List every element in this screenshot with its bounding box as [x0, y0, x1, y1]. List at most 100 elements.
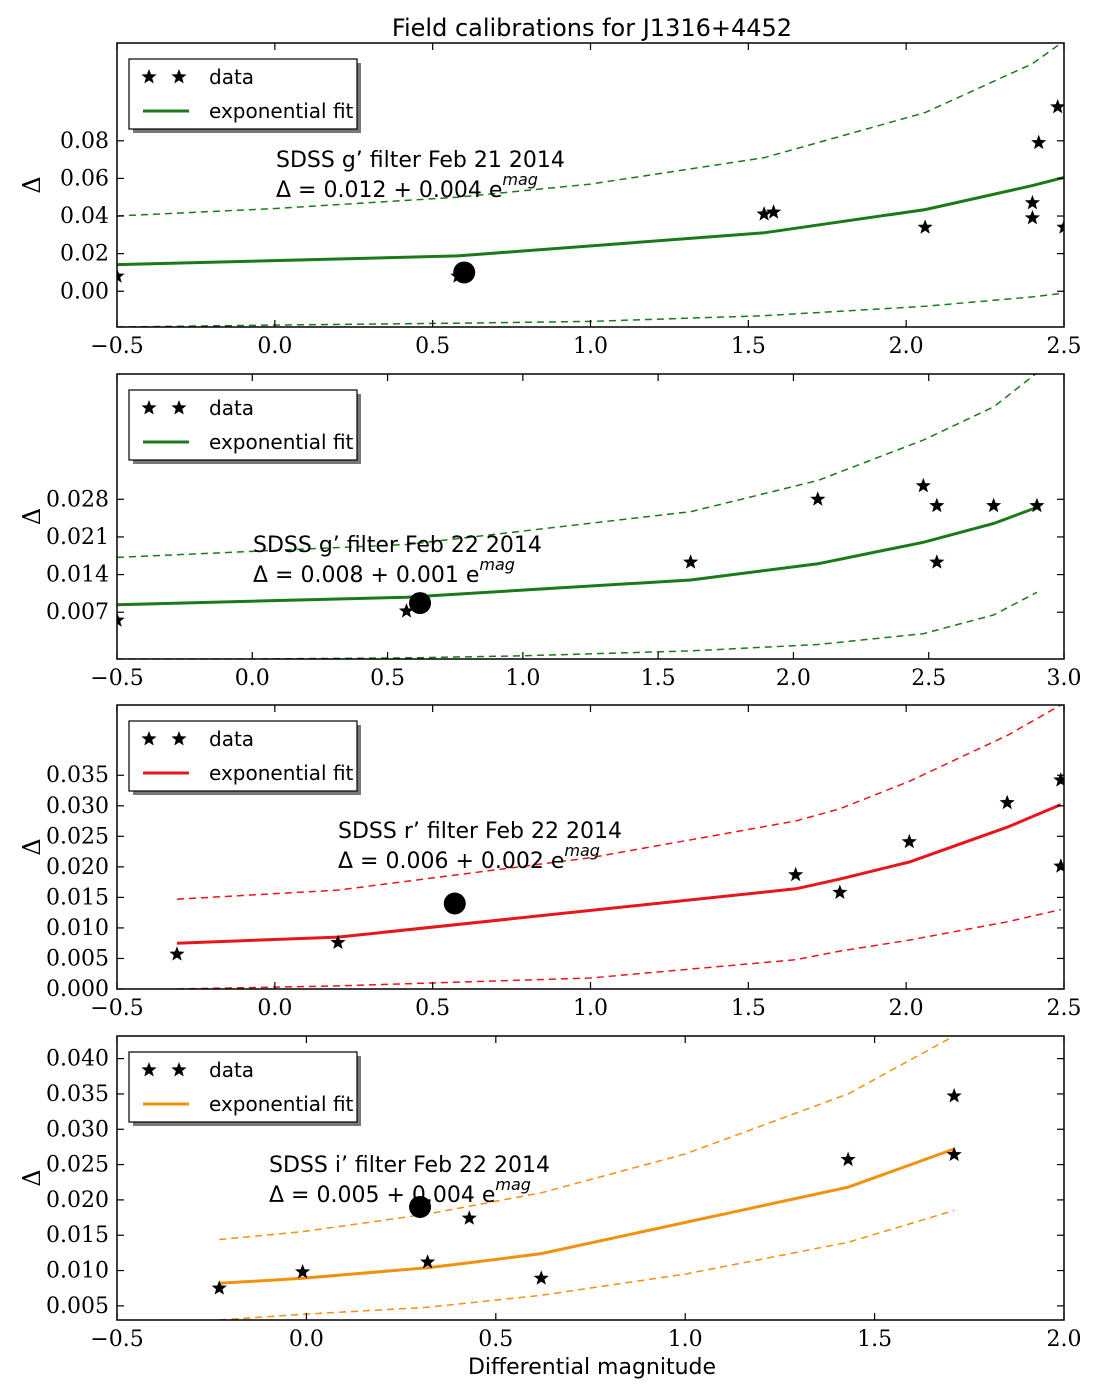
exponential-fit-line: [219, 1147, 955, 1285]
x-tick-label: 2.0: [889, 996, 924, 1021]
legend-box: [128, 389, 358, 461]
y-tick-label: 0.06: [60, 166, 109, 191]
data-point-star: [765, 204, 782, 219]
x-tick-label: 0.5: [415, 334, 450, 359]
legend-label-data: data: [209, 1058, 254, 1082]
data-point-star: [929, 554, 945, 569]
data-point-star: [330, 934, 346, 950]
x-tick-label: 0.0: [257, 334, 292, 359]
data-point-star: [169, 946, 185, 961]
fit-lower-bound-line: [219, 1209, 955, 1320]
x-tick-label: 1.0: [573, 996, 608, 1021]
legend-star-icon: [141, 1062, 157, 1077]
legend: data exponential fit: [128, 389, 361, 464]
legend-label-fit: exponential fit: [209, 430, 354, 454]
x-tick-label: 1.0: [668, 1327, 703, 1352]
legend-star-icon: [141, 69, 157, 84]
fit-upper-bound-line: [176, 705, 1062, 900]
y-tick-label: 0.02: [60, 242, 109, 267]
data-point-star: [1053, 858, 1064, 873]
data-point-star: [420, 1254, 436, 1269]
legend: data exponential fit: [128, 58, 361, 133]
x-tick-label: 1.0: [573, 334, 608, 359]
fit-annotation-filter: SDSS g’ filter Feb 22 2014: [253, 533, 542, 558]
data-point-star: [756, 206, 772, 221]
y-tick-label: 0.005: [46, 946, 109, 971]
legend-star-icon: [171, 1062, 187, 1077]
y-axis-label: Δ: [18, 508, 46, 525]
legend-label-fit: exponential fit: [209, 1092, 354, 1116]
data-point-star: [1031, 134, 1047, 150]
fit-lower-bound-line: [176, 908, 1061, 989]
x-tick-label: 2.0: [776, 666, 811, 691]
fit-upper-bound-line: [219, 1036, 955, 1241]
y-tick-label: 0.028: [46, 487, 109, 512]
x-tick-label: 2.5: [911, 666, 946, 691]
data-point-star: [986, 497, 1002, 513]
y-tick-label: 0.020: [46, 855, 109, 880]
x-tick-label: 0.0: [235, 666, 270, 691]
x-tick-label: −0.5: [90, 996, 143, 1021]
data-point-star: [211, 1280, 227, 1295]
y-tick-label: 0.025: [46, 1153, 109, 1178]
legend-label-data: data: [209, 727, 254, 751]
y-tick-label: 0.04: [60, 204, 109, 229]
data-point-star: [1029, 497, 1045, 513]
fit-annotation-equation: Δ = 0.006 + 0.002 emag: [338, 841, 600, 874]
y-tick-label: 0.08: [60, 129, 109, 154]
y-tick-label: 0.007: [46, 600, 109, 625]
y-tick-label: 0.005: [46, 1294, 109, 1319]
legend-label-fit: exponential fit: [209, 761, 354, 785]
data-point-star: [946, 1146, 962, 1162]
x-tick-label: 0.5: [370, 666, 405, 691]
target-marker: [409, 592, 432, 615]
data-point-star: [117, 268, 125, 283]
chart-panel-3: −0.5 0.0 0.5 1.0 1.5 2.0 2.5 0.000 0.005 0.010 0.0…: [18, 704, 1082, 1021]
data-point-star: [929, 497, 945, 513]
x-tick-label: 1.5: [857, 1327, 892, 1352]
x-tick-label: 0.0: [289, 1327, 324, 1352]
y-tick-label: 0.021: [46, 525, 109, 550]
legend-star-icon: [171, 400, 187, 415]
y-tick-label: 0.014: [46, 563, 109, 588]
plot-area: [169, 705, 1064, 989]
legend-star-icon: [141, 731, 157, 746]
fit-annotation-filter: SDSS i’ filter Feb 22 2014: [269, 1153, 550, 1178]
plot-frame: [116, 1035, 1065, 1321]
fit-annotation-filter: SDSS r’ filter Feb 22 2014: [338, 819, 622, 844]
data-point-star: [398, 603, 415, 618]
fit-annotation-equation: Δ = 0.008 + 0.001 emag: [253, 555, 515, 588]
data-point-star: [840, 1151, 856, 1167]
data-point-star: [295, 1263, 311, 1279]
data-point-star: [810, 491, 826, 506]
legend-label-data: data: [209, 396, 254, 420]
legend-star-icon: [141, 400, 157, 415]
data-point-star: [946, 1088, 962, 1103]
data-point-star: [915, 477, 931, 493]
data-point-star: [683, 554, 699, 569]
data-point-star: [533, 1270, 549, 1285]
data-point-star: [1024, 209, 1041, 225]
y-axis-label: Δ: [18, 838, 46, 855]
plot-area: [211, 1036, 962, 1320]
x-tick-label: 2.5: [1047, 334, 1082, 359]
y-tick-label: 0.010: [46, 1259, 109, 1284]
x-tick-label: 1.5: [731, 996, 766, 1021]
x-tick-label: 0.5: [415, 996, 450, 1021]
target-marker: [453, 261, 476, 284]
data-point-star: [832, 884, 848, 899]
fit-upper-bound-line: [117, 374, 1037, 559]
legend-label-fit: exponential fit: [209, 99, 354, 123]
plot-frame: [116, 373, 1065, 660]
figure-title: Field calibrations for J1316+4452: [391, 14, 793, 42]
x-tick-label: 1.5: [731, 334, 766, 359]
y-tick-label: 0.010: [46, 916, 109, 941]
y-tick-label: 0.025: [46, 824, 109, 849]
legend: data exponential fit: [128, 1051, 361, 1126]
y-tick-label: 0.00: [60, 279, 109, 304]
x-tick-label: −0.5: [90, 666, 143, 691]
y-tick-label: 0.035: [46, 1082, 109, 1107]
chart-panel-2: −0.5 0.0 0.5 1.0 1.5 2.0 2.5 3.0 0.007 0.014 0.021…: [18, 373, 1082, 691]
legend-star-icon: [171, 69, 187, 84]
